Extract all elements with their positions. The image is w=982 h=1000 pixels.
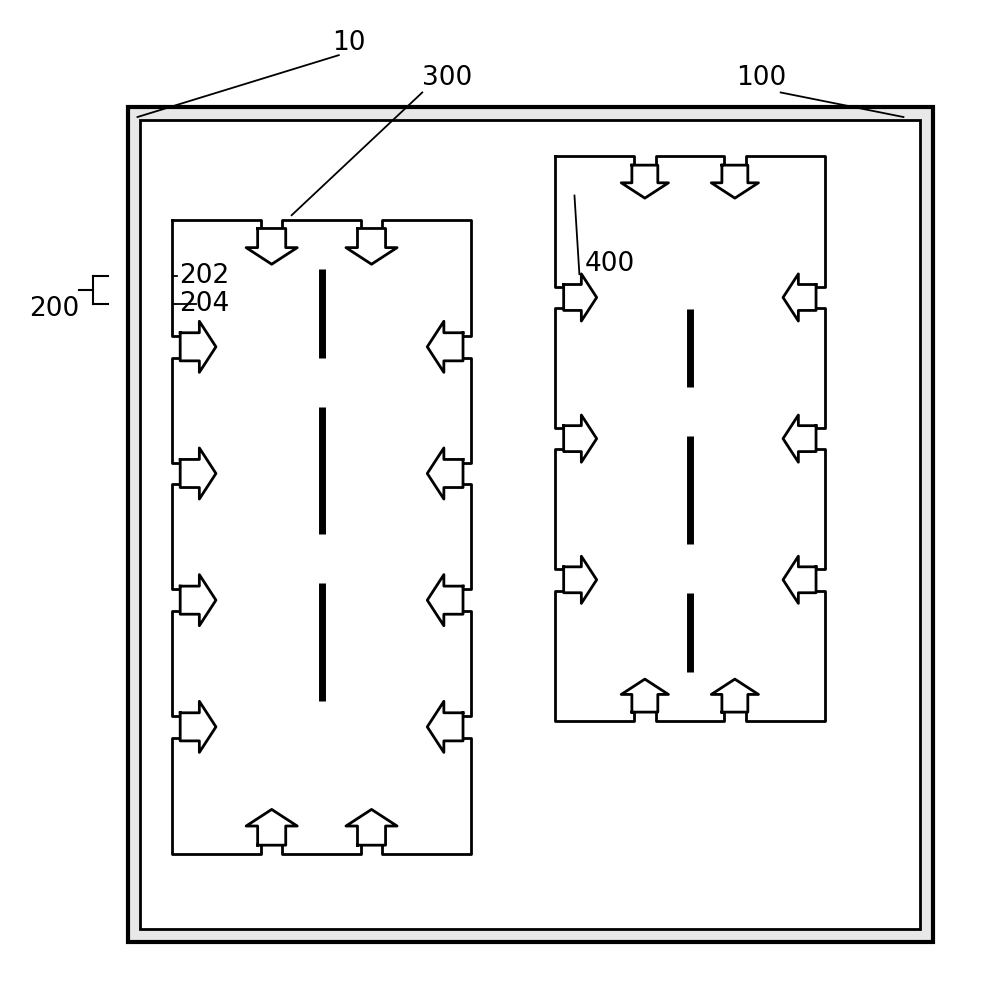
Polygon shape [427,448,463,499]
Polygon shape [246,809,298,845]
Polygon shape [555,156,825,721]
Bar [140,120,920,929]
Polygon shape [181,448,216,499]
Polygon shape [711,165,758,198]
Polygon shape [564,556,597,603]
Polygon shape [711,679,758,712]
Polygon shape [564,274,597,321]
Text: 300: 300 [421,65,472,91]
Text: 204: 204 [179,291,229,317]
Polygon shape [783,274,816,321]
Polygon shape [181,321,216,372]
Polygon shape [783,556,816,603]
Polygon shape [346,809,397,845]
Text: 202: 202 [179,263,229,289]
Polygon shape [346,228,397,264]
Polygon shape [427,701,463,752]
Polygon shape [181,701,216,752]
Bar [128,107,933,942]
Text: 200: 200 [28,296,80,322]
Polygon shape [622,165,669,198]
Polygon shape [564,415,597,462]
Text: 100: 100 [736,65,787,91]
Polygon shape [172,220,471,854]
Polygon shape [783,415,816,462]
Polygon shape [427,321,463,372]
Polygon shape [427,575,463,626]
Polygon shape [246,228,298,264]
Polygon shape [181,575,216,626]
Text: 10: 10 [332,30,365,56]
Polygon shape [622,679,669,712]
Text: 400: 400 [584,251,634,277]
